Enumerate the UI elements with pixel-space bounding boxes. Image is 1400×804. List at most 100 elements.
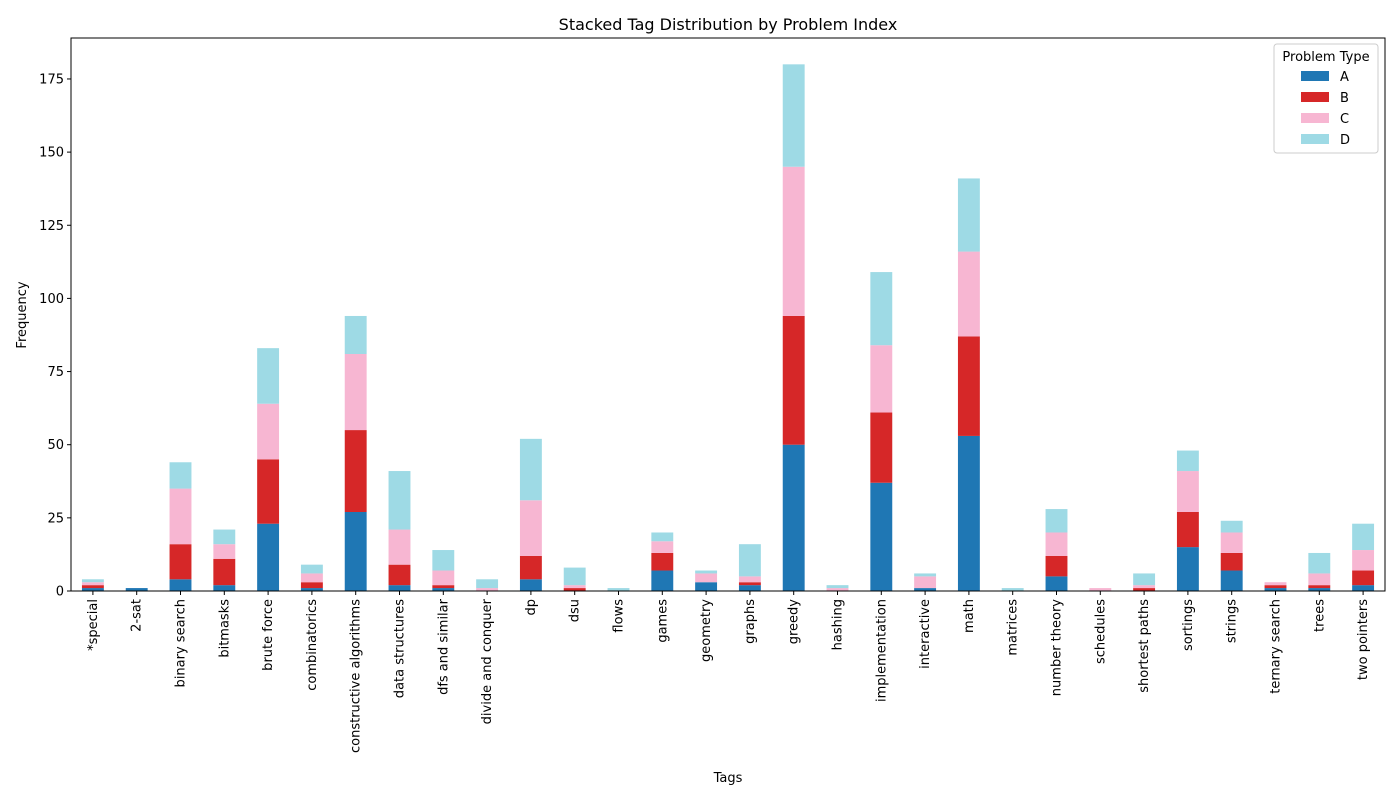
bar-C-dp — [519, 500, 542, 556]
bar-D-dsu — [563, 567, 586, 586]
x-tick-label: data structures — [393, 599, 408, 698]
bar-D-implementation — [870, 272, 893, 346]
x-tick-label: dsu — [568, 599, 583, 622]
legend-label-A: A — [1340, 70, 1349, 85]
bar-A-math — [957, 435, 980, 591]
x-tick-label: flows — [612, 599, 627, 633]
bar-B-brute-force — [257, 459, 280, 524]
bar-B-constructive-algorithms — [344, 430, 367, 512]
bar-A-interactive — [914, 588, 937, 591]
legend-swatch-A — [1301, 71, 1329, 81]
bar-D-dfs-and-similar — [432, 550, 455, 571]
bar-B-games — [651, 552, 674, 571]
bar-A-sortings — [1176, 547, 1199, 591]
bar-C-combinatorics — [300, 573, 323, 583]
legend-title: Problem Type — [1282, 50, 1369, 65]
bar-C-binary-search — [169, 488, 192, 545]
bar-A-binary-search — [169, 579, 192, 591]
plot-frame — [70, 37, 1386, 592]
y-tick-label: 50 — [47, 438, 64, 453]
bar-D-combinatorics — [300, 564, 323, 574]
bar-D-trees — [1308, 552, 1331, 574]
bar-A-ternary-search — [1264, 588, 1287, 591]
x-tick-label: sortings — [1181, 599, 1196, 651]
bar-B-strings — [1220, 552, 1243, 571]
bar-C-strings — [1220, 532, 1243, 553]
bar-D-dp — [519, 438, 542, 501]
bar-C-games — [651, 541, 674, 553]
bar-D-hashing — [826, 585, 849, 589]
x-tick-label: bitmasks — [217, 599, 232, 658]
x-tick-label: number theory — [1050, 599, 1065, 697]
bar-A-strings — [1220, 570, 1243, 591]
y-tick-label: 75 — [47, 365, 64, 380]
bar-D-games — [651, 532, 674, 542]
bar-C-sortings — [1176, 471, 1199, 512]
bar-A-brute-force — [257, 523, 280, 591]
bar-C-number-theory — [1045, 532, 1068, 556]
bar-A-number-theory — [1045, 576, 1068, 591]
bar-D-divide-and-conquer — [476, 579, 499, 589]
bar-B-binary-search — [169, 544, 192, 580]
x-tick-label: dfs and similar — [436, 598, 451, 695]
bars-group — [81, 64, 1375, 591]
bar-A-bitmasks — [213, 585, 236, 591]
bar-B--special — [81, 585, 104, 589]
bar-D-matrices — [1001, 588, 1024, 591]
bar-D-math — [957, 178, 980, 252]
x-tick-label: math — [962, 599, 977, 633]
bar-D-geometry — [695, 570, 718, 574]
bar-C-geometry — [695, 573, 718, 583]
bar-A-data-structures — [388, 585, 411, 591]
bar-D-number-theory — [1045, 509, 1068, 533]
bar-D-greedy — [782, 64, 805, 167]
legend-swatch-C — [1301, 113, 1329, 123]
bar-B-sortings — [1176, 512, 1199, 548]
y-tick-label: 100 — [39, 292, 64, 307]
bar-A-graphs — [738, 585, 761, 591]
bar-D-bitmasks — [213, 529, 236, 545]
bar-C-trees — [1308, 573, 1331, 586]
x-tick-label: divide and conquer — [480, 598, 495, 724]
bar-C-schedules — [1089, 588, 1112, 591]
bar-C-interactive — [914, 576, 937, 589]
x-tick-label: trees — [1312, 599, 1327, 632]
bar-B-two-pointers — [1352, 570, 1375, 586]
bar-B-data-structures — [388, 564, 411, 586]
x-tick-label: two pointers — [1356, 599, 1371, 680]
bar-D-strings — [1220, 520, 1243, 533]
bar-A-dfs-and-similar — [432, 588, 455, 591]
bar-C-math — [957, 251, 980, 337]
x-tick-label: binary search — [174, 599, 189, 687]
y-ticks: 0 25 50 75 100 125 150 175 — [39, 72, 71, 600]
legend-swatch-B — [1301, 92, 1329, 102]
bar-C-greedy — [782, 166, 805, 316]
bar-A-trees — [1308, 588, 1331, 591]
bar-D-shortest-paths — [1133, 573, 1156, 586]
bar-A-dp — [519, 579, 542, 591]
bar-A-constructive-algorithms — [344, 512, 367, 591]
bar-C--special — [81, 582, 104, 586]
bar-A-geometry — [695, 582, 718, 591]
bar-B-dp — [519, 555, 542, 580]
x-tick-label: brute force — [261, 599, 276, 671]
bar-A-games — [651, 570, 674, 591]
bar-D-binary-search — [169, 462, 192, 489]
bar-B-implementation — [870, 412, 893, 483]
chart-title: Stacked Tag Distribution by Problem Inde… — [559, 15, 898, 34]
bar-A-greedy — [782, 444, 805, 591]
bar-D-brute-force — [257, 348, 280, 404]
x-tick-label: games — [655, 599, 670, 643]
x-tick-label: geometry — [699, 599, 714, 662]
bar-D-data-structures — [388, 471, 411, 530]
bar-B-graphs — [738, 582, 761, 586]
y-tick-label: 25 — [47, 511, 64, 526]
bar-B-dfs-and-similar — [432, 585, 455, 589]
x-tick-label: shortest paths — [1137, 599, 1152, 693]
x-tick-label: greedy — [787, 599, 802, 645]
bar-A-combinatorics — [300, 588, 323, 591]
bar-B-math — [957, 336, 980, 436]
bar-C-bitmasks — [213, 544, 236, 559]
bar-C-ternary-search — [1264, 582, 1287, 586]
bar-A-implementation — [870, 482, 893, 591]
